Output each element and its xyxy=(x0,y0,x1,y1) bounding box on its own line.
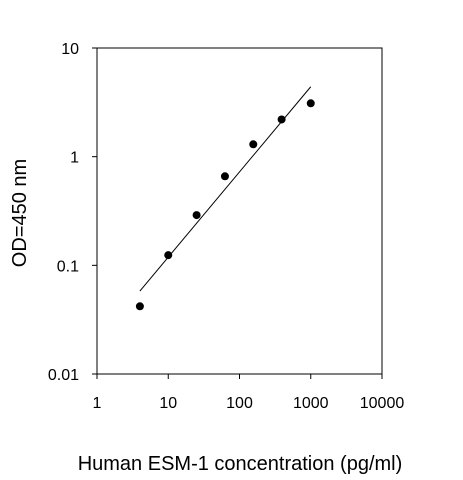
data-points xyxy=(135,99,315,311)
y-axis-ticks: 0.01 0.1 1 10 xyxy=(48,41,97,384)
data-point xyxy=(135,302,144,311)
y-tick-label: 1 xyxy=(70,150,79,167)
data-point xyxy=(306,99,315,108)
x-axis-ticks: 1 10 100 1000 10000 xyxy=(93,374,405,412)
data-point xyxy=(220,172,229,181)
y-axis-label: OD=450 nm xyxy=(9,159,31,267)
data-point xyxy=(249,140,258,149)
x-tick-label: 1000 xyxy=(293,395,329,412)
fit-line xyxy=(139,86,312,292)
y-tick-label: 0.1 xyxy=(57,258,79,275)
data-point xyxy=(192,211,201,220)
x-tick-label: 10 xyxy=(159,395,177,412)
y-tick-label: 10 xyxy=(61,41,79,58)
x-axis-label: Human ESM-1 concentration (pg/ml) xyxy=(78,453,403,475)
x-tick-label: 1 xyxy=(93,395,102,412)
fit-line-group xyxy=(139,86,312,292)
plot-frame xyxy=(96,47,383,375)
x-tick-label: 10000 xyxy=(360,395,405,412)
data-point xyxy=(277,115,286,124)
y-tick-label: 0.01 xyxy=(48,367,79,384)
x-tick-label: 100 xyxy=(226,395,253,412)
data-point xyxy=(164,251,173,260)
